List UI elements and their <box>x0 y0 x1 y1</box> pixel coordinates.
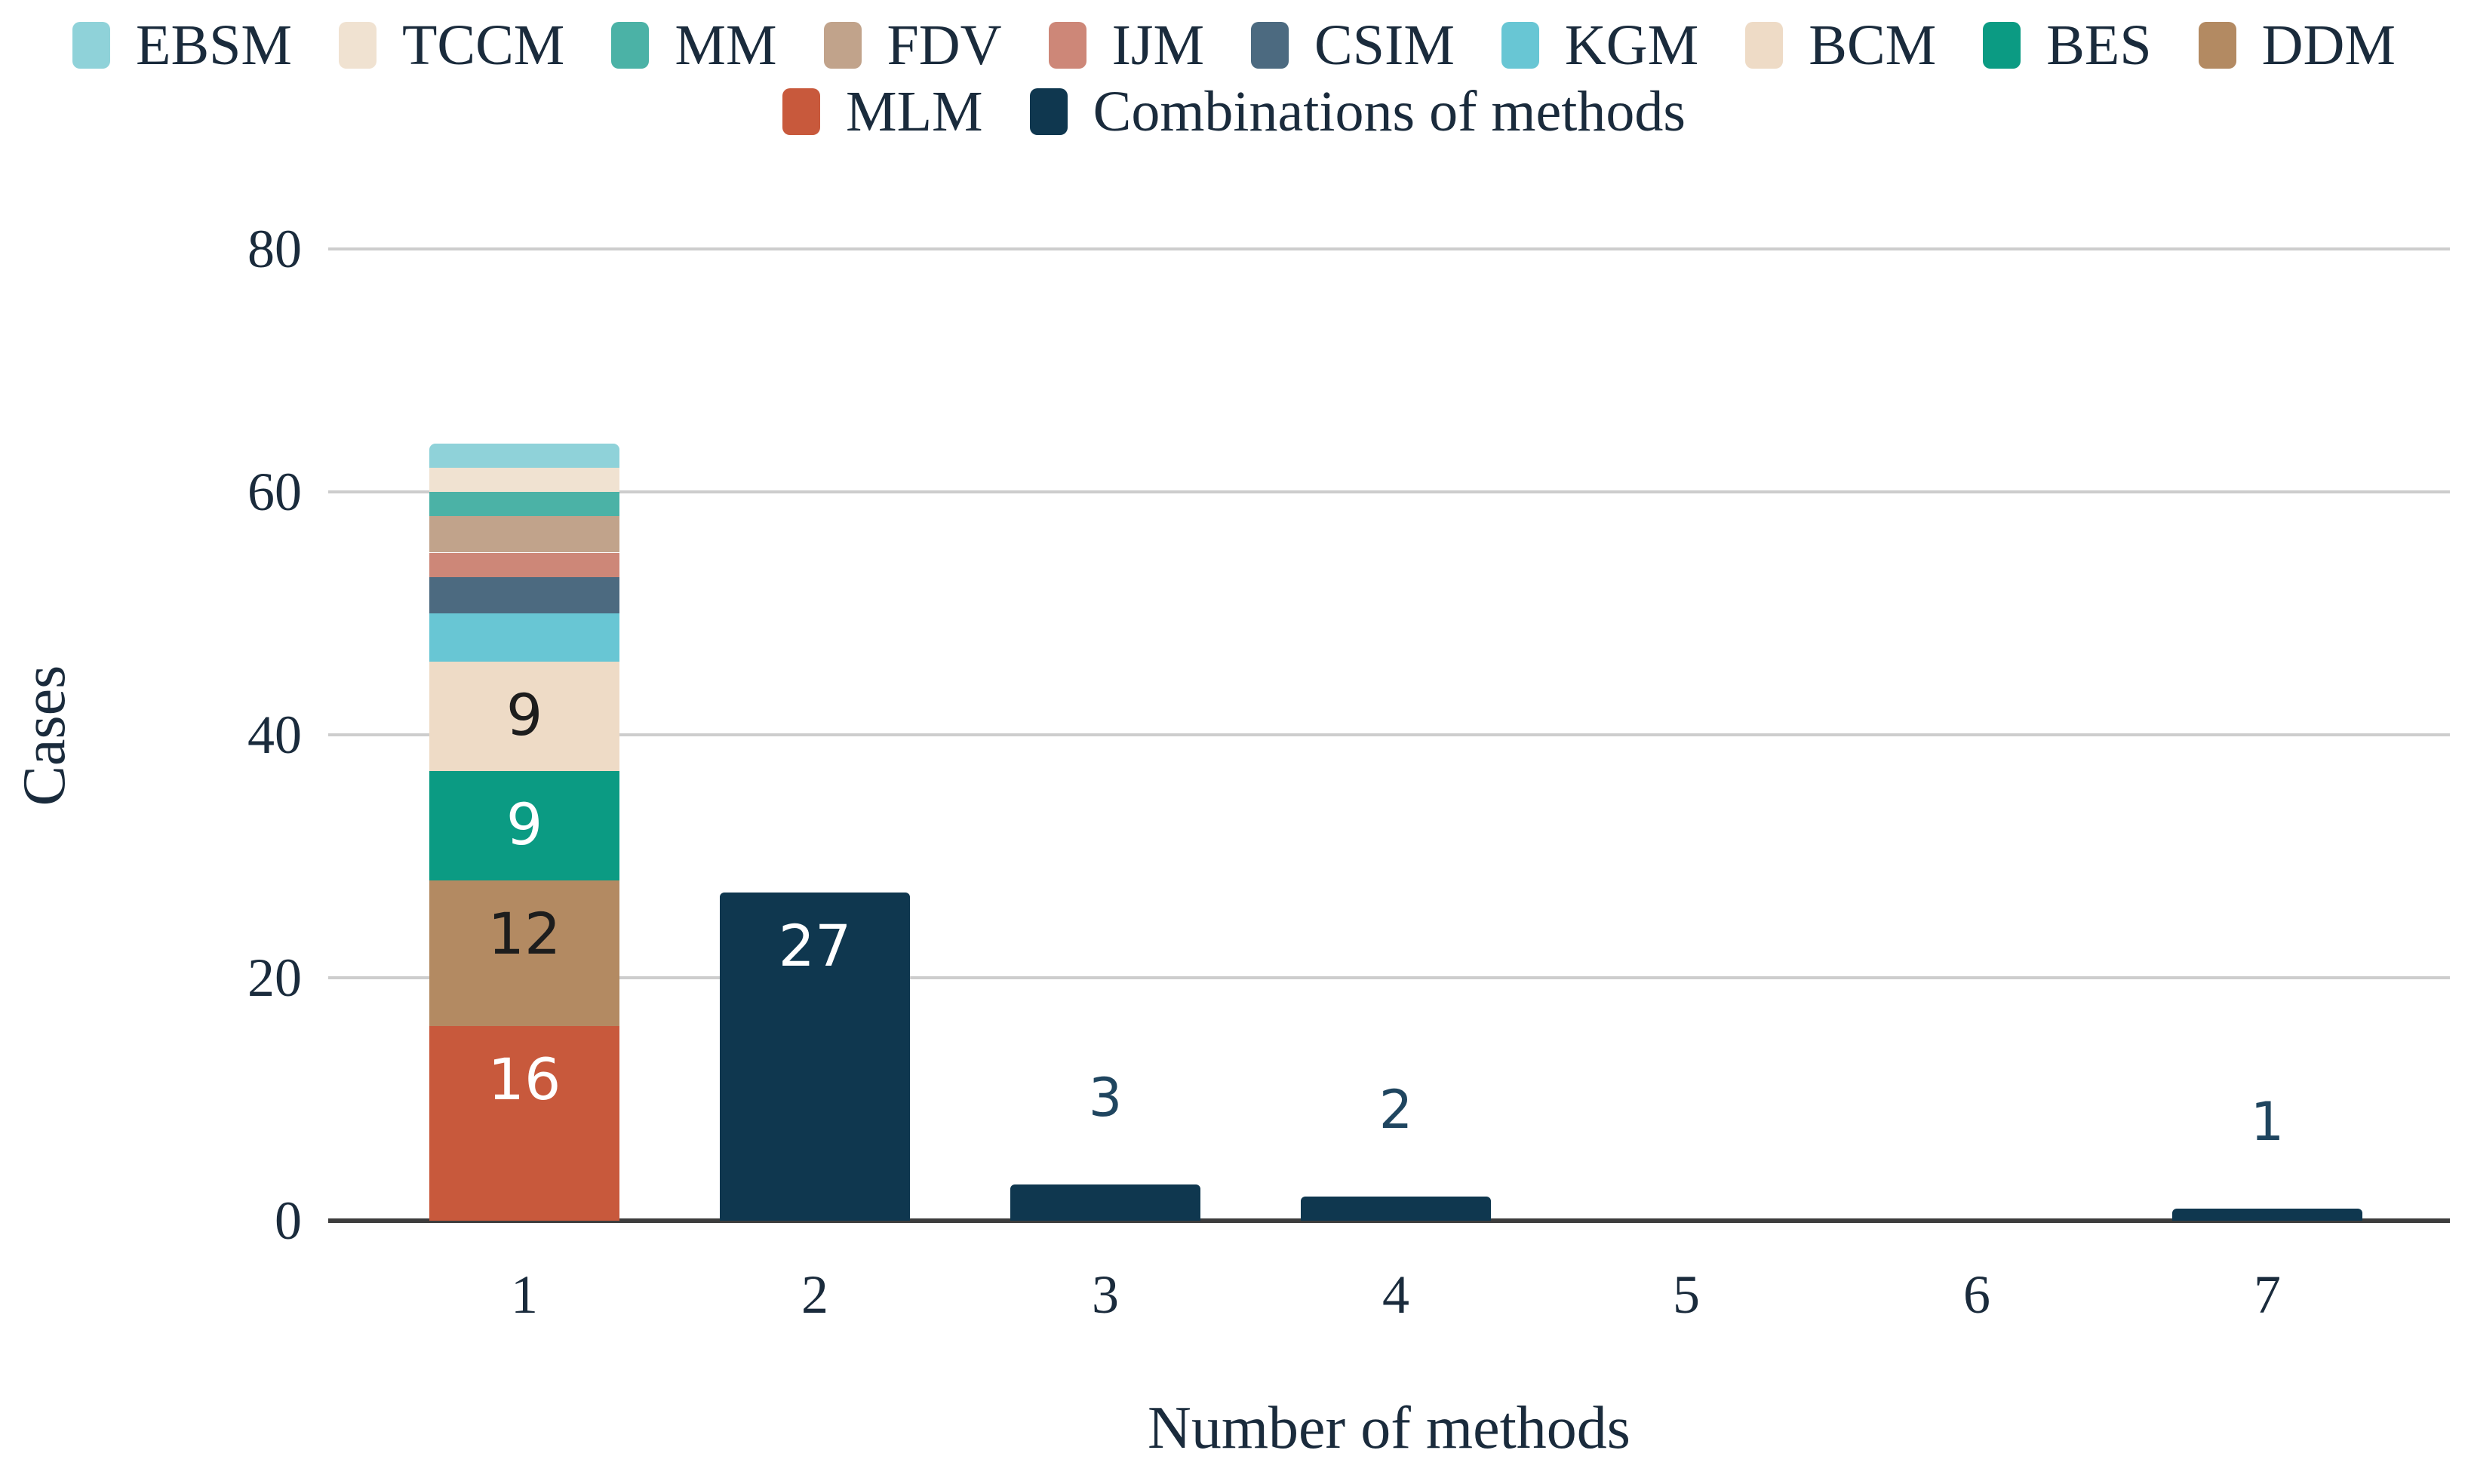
bar-7-label: 1 <box>2250 1090 2285 1153</box>
bar-1-segment-label-bes: 9 <box>506 791 543 859</box>
legend-label: FDV <box>887 14 1002 77</box>
legend-label: DDM <box>2261 14 2396 77</box>
legend-item-kgm[interactable]: KGM <box>1501 17 1698 74</box>
legend-label: Combinations of methods <box>1093 80 1686 143</box>
legend-swatch-icon <box>1048 22 1086 69</box>
legend-label: IJM <box>1111 14 1205 77</box>
bar-7[interactable] <box>2172 1208 2362 1221</box>
bar-1-segment-mm[interactable] <box>429 492 619 517</box>
gridline-80 <box>328 247 2450 250</box>
legend-label: KGM <box>1564 14 1699 77</box>
x-tick-1: 1 <box>511 1264 538 1325</box>
bar-4-label: 2 <box>1378 1078 1413 1141</box>
bar-1-segment-ijm[interactable] <box>429 552 619 577</box>
legend-swatch-icon <box>1029 88 1068 135</box>
bar-1-segment-bcm[interactable] <box>429 662 619 772</box>
legend-label: MM <box>675 14 777 77</box>
x-tick-2: 2 <box>801 1264 828 1325</box>
x-axis-title: Number of methods <box>1148 1395 1630 1461</box>
gridline-40 <box>328 733 2450 736</box>
legend-row-1: EBSM TCCM MM FDV IJM CSIM KGM BCM BES DDM <box>0 11 2468 80</box>
bar-1-segment-mlm[interactable] <box>429 1026 619 1221</box>
legend-label: BES <box>2046 14 2152 77</box>
legend-row-2: MLM Combinations of methods <box>0 77 2468 146</box>
x-tick-3: 3 <box>1092 1264 1119 1325</box>
legend-swatch-icon <box>1983 22 2021 69</box>
x-tick-4: 4 <box>1382 1264 1409 1325</box>
legend-item-tccm[interactable]: TCCM <box>338 14 565 77</box>
legend-swatch-icon <box>1501 22 1539 69</box>
bar-2[interactable] <box>720 893 910 1221</box>
bar-2-label: 27 <box>778 912 852 980</box>
legend-label: TCCM <box>401 14 565 77</box>
gridline-20 <box>328 976 2450 979</box>
legend-swatch-icon <box>72 22 111 69</box>
legend-swatch-icon <box>782 88 821 135</box>
legend-label: BCM <box>1809 14 1937 77</box>
bar-1-segment-kgm[interactable] <box>429 613 619 662</box>
legend-swatch-icon <box>338 22 377 69</box>
bar-1-segment-label-bcm: 9 <box>506 681 543 749</box>
legend-label: EBSM <box>136 14 292 77</box>
legend-item-bes[interactable]: BES <box>1983 14 2152 77</box>
x-tick-6: 6 <box>1963 1264 1990 1325</box>
bar-1-segment-csim[interactable] <box>429 576 619 613</box>
bar-1-segment-tccm[interactable] <box>429 467 619 492</box>
bar-1-segment-label-ddm: 12 <box>487 900 561 968</box>
y-tick-40: 40 <box>247 705 302 765</box>
y-tick-60: 60 <box>247 462 302 522</box>
bar-4[interactable] <box>1301 1196 1491 1221</box>
legend-swatch-icon <box>1251 22 1289 69</box>
y-tick-0: 0 <box>275 1191 302 1251</box>
x-tick-7: 7 <box>2254 1264 2281 1325</box>
legend-swatch-icon <box>2198 22 2236 69</box>
legend-item-mlm[interactable]: MLM <box>782 83 983 140</box>
bar-1-segment-bes[interactable] <box>429 771 619 881</box>
legend-label: MLM <box>846 80 983 143</box>
legend-swatch-icon <box>1745 22 1784 69</box>
legend-item-ddm[interactable]: DDM <box>2198 14 2396 77</box>
bar-1-segment-label-mlm: 16 <box>487 1046 561 1114</box>
bar-3-label: 3 <box>1088 1066 1123 1129</box>
legend-item-ijm[interactable]: IJM <box>1048 14 1205 77</box>
legend-item-combinations-of-methods[interactable]: Combinations of methods <box>1029 80 1686 143</box>
legend-item-fdv[interactable]: FDV <box>823 14 1002 77</box>
legend-swatch-icon <box>823 22 862 69</box>
legend-label: CSIM <box>1314 14 1455 77</box>
bar-1-segment-ebsm[interactable] <box>429 443 619 468</box>
legend-item-csim[interactable]: CSIM <box>1251 17 1455 74</box>
legend-item-ebsm[interactable]: EBSM <box>72 17 292 74</box>
legend-item-mm[interactable]: MM <box>611 14 777 77</box>
legend-swatch-icon <box>611 22 650 69</box>
y-axis-title: Cases <box>11 665 78 807</box>
y-tick-80: 80 <box>247 219 302 279</box>
bar-1-segment-ddm[interactable] <box>429 880 619 1027</box>
x-tick-5: 5 <box>1673 1264 1700 1325</box>
legend-item-bcm[interactable]: BCM <box>1745 17 1936 74</box>
y-tick-20: 20 <box>247 948 302 1008</box>
bar-3[interactable] <box>1010 1184 1200 1221</box>
x-axis-line <box>328 1218 2450 1223</box>
gridline-60 <box>328 490 2450 493</box>
bar-1-segment-fdv[interactable] <box>429 516 619 553</box>
